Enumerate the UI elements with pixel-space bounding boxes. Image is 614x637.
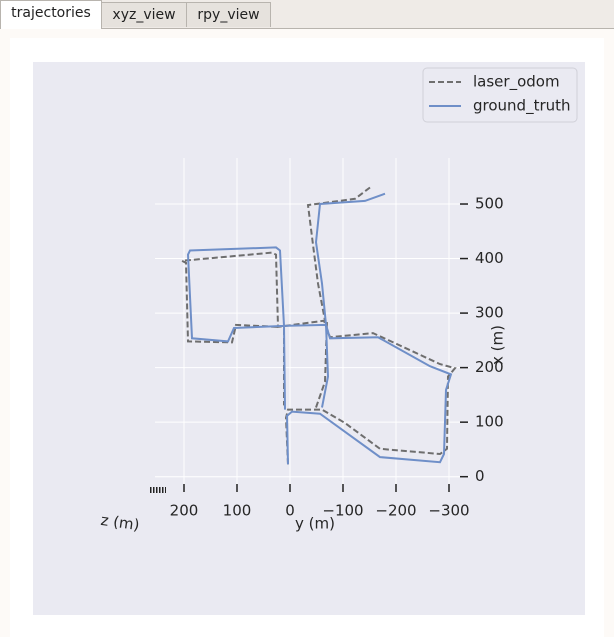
y-tick-label: 500 [475, 195, 504, 213]
line [186, 192, 453, 465]
x-tick-label: −100 [322, 502, 363, 520]
y-tick-label: 100 [475, 413, 504, 431]
x-tick-label: −200 [375, 502, 416, 520]
x-tick-label: −300 [428, 502, 469, 520]
tab[interactable]: rpy_view [186, 2, 271, 27]
legend-box [422, 67, 578, 123]
y-axis-label: x (m) [489, 325, 507, 365]
x-tick-label: 200 [170, 502, 199, 520]
plot-background [33, 62, 585, 615]
x-tick-label: 100 [223, 502, 252, 520]
legend-label: ground_truth [473, 97, 571, 116]
x-tick-label: 0 [285, 502, 295, 520]
z-axis-label: z (m) [100, 511, 141, 534]
x-axis-label: y (m) [295, 515, 335, 533]
legend: laser_odom ground_truth [422, 67, 578, 123]
y-tick-label: 400 [475, 249, 504, 267]
y-tick-label: 300 [475, 304, 504, 322]
y-tick-label: 200 [475, 358, 504, 376]
y-tick-label: 0 [475, 467, 485, 485]
legend-label: laser_odom [473, 73, 560, 92]
tab[interactable]: trajectories [0, 0, 102, 29]
tab-bar: trajectories xyz_view rpy_view [0, 0, 614, 29]
